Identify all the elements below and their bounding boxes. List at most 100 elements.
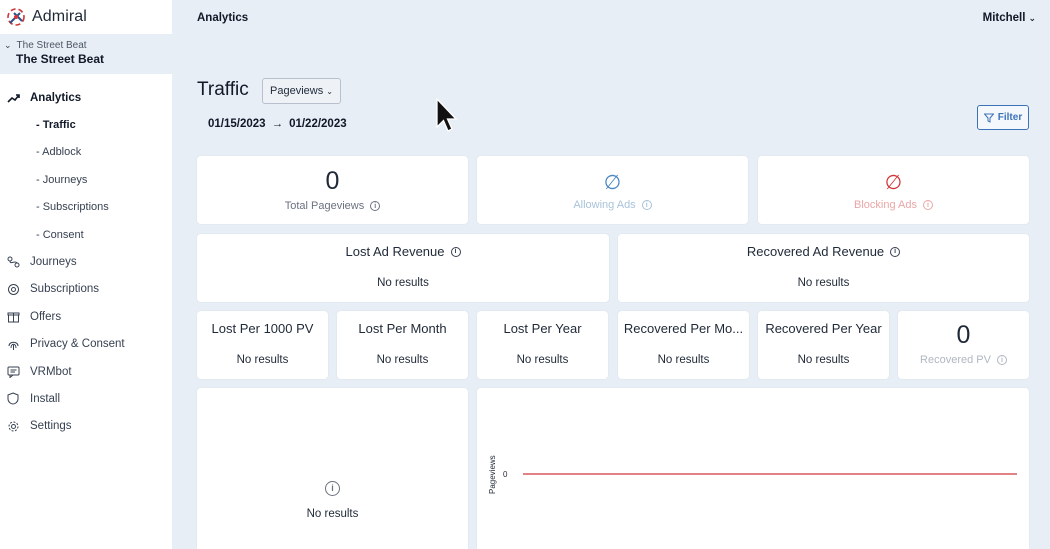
y-tick-label: 0 — [503, 470, 508, 479]
sidebar-item-label: Analytics — [30, 91, 82, 104]
gear-icon — [6, 419, 20, 433]
sidebar-item-label: Privacy & Consent — [30, 338, 125, 351]
date-start: 01/15/2023 — [208, 118, 266, 130]
allowing-ads-card: ∅ Allowing Ads i — [477, 156, 748, 224]
empty-panel-value: No results — [306, 508, 359, 520]
lost-per-year-card: Lost Per Year No results — [477, 311, 608, 379]
fingerprint-icon — [6, 337, 20, 351]
sidebar-item-label: Subscriptions — [30, 283, 100, 296]
sidebar-item-label: Journeys — [30, 256, 77, 269]
empty-panel: i No results — [197, 388, 468, 549]
gift-icon — [6, 310, 20, 324]
lost-per-month-value: No results — [376, 354, 429, 366]
pageviews-chart: Pageviews 0 — [488, 455, 1017, 494]
sidebar-nav: Analytics - Traffic - Adblock - Journeys… — [0, 84, 172, 440]
recovered-per-year-title: Recovered Per Year — [765, 321, 882, 336]
admiral-logo-icon — [7, 8, 25, 26]
sidebar-item-settings[interactable]: Settings — [0, 413, 172, 440]
recovered-per-month-value: No results — [657, 354, 710, 366]
sidebar-item-label: VRMbot — [30, 365, 72, 378]
empty-set-icon: ∅ — [603, 172, 622, 194]
recovered-pv-value: 0 — [956, 321, 971, 349]
metric-select[interactable]: Pageviews ⌄ — [262, 78, 341, 104]
pageviews-chart-card: Pageviews 0 — [477, 388, 1029, 549]
recovered-pv-card: 0 Recovered PV i — [898, 311, 1029, 379]
lost-ad-revenue-title: Lost Ad Revenue — [345, 244, 445, 259]
info-icon: i — [325, 481, 340, 496]
sidebar-item-label: Install — [30, 392, 61, 405]
sidebar-subitem-traffic[interactable]: - Traffic — [36, 119, 76, 132]
sidebar-subitem-consent[interactable]: - Consent — [36, 228, 84, 241]
blocking-ads-card: ∅ Blocking Ads i — [758, 156, 1029, 224]
recovered-pv-label: Recovered PV — [920, 354, 991, 366]
blocking-ads-label: Blocking Ads — [854, 199, 917, 211]
empty-set-icon: ∅ — [884, 172, 903, 194]
recovered-ad-revenue-title: Recovered Ad Revenue — [746, 244, 885, 259]
date-end: 01/22/2023 — [289, 118, 347, 130]
lost-per-1000-title: Lost Per 1000 PV — [211, 321, 314, 336]
shield-icon — [6, 392, 20, 406]
info-icon[interactable]: i — [890, 246, 901, 257]
brand-name: Admiral — [32, 8, 87, 25]
date-range[interactable]: 01/15/2023 → 01/22/2023 — [208, 118, 347, 130]
recovered-ad-revenue-card: Recovered Ad Revenue i No results — [618, 234, 1029, 302]
info-icon[interactable]: i — [450, 246, 461, 257]
sidebar-item-label: Settings — [30, 420, 72, 433]
recovered-per-month-card: Recovered Per Mo... No results — [618, 311, 749, 379]
user-menu[interactable]: Mitchell ⌄ — [983, 12, 1036, 24]
lost-per-1000-card: Lost Per 1000 PV No results — [197, 311, 328, 379]
sidebar: Admiral ⌄ The Street Beat The Street Bea… — [0, 0, 172, 549]
sidebar-item-label: Offers — [30, 310, 62, 323]
total-pageviews-card: 0 Total Pageviews i — [197, 156, 468, 224]
trend-up-icon — [6, 91, 20, 105]
sidebar-item-subscriptions[interactable]: Subscriptions — [0, 276, 172, 303]
site-sub-label: The Street Beat — [16, 40, 87, 51]
recovered-per-year-value: No results — [797, 354, 850, 366]
lost-ad-revenue-card: Lost Ad Revenue i No results — [197, 234, 609, 302]
info-icon[interactable]: i — [996, 355, 1007, 365]
lost-per-month-card: Lost Per Month No results — [337, 311, 468, 379]
filter-icon — [983, 113, 994, 123]
sidebar-item-install[interactable]: Install — [0, 385, 172, 412]
info-icon[interactable]: i — [922, 200, 933, 210]
user-name: Mitchell — [982, 12, 1026, 24]
y-axis-label: Pageviews — [488, 455, 497, 494]
chevron-down-icon: ⌄ — [326, 86, 333, 96]
recovered-per-year-card: Recovered Per Year No results — [758, 311, 889, 379]
sidebar-item-offers[interactable]: Offers — [0, 303, 172, 330]
chat-icon — [6, 365, 20, 379]
info-icon[interactable]: i — [641, 200, 652, 210]
site-switcher[interactable]: ⌄ The Street Beat The Street Beat — [0, 34, 172, 74]
subscriptions-icon — [6, 282, 20, 296]
total-pageviews-label: Total Pageviews — [284, 200, 365, 212]
site-name: The Street Beat — [16, 52, 105, 66]
header-title: Analytics — [197, 12, 249, 24]
page-title: Traffic — [197, 79, 249, 100]
sidebar-item-journeys[interactable]: Journeys — [0, 248, 172, 275]
metric-select-value: Pageviews — [270, 85, 324, 97]
lost-ad-revenue-value: No results — [377, 277, 429, 289]
chevron-down-icon: ⌄ — [4, 40, 12, 50]
filter-label: Filter — [997, 112, 1023, 123]
sidebar-subitem-subscriptions[interactable]: - Subscriptions — [36, 201, 109, 214]
sidebar-item-privacy-consent[interactable]: Privacy & Consent — [0, 331, 172, 358]
sidebar-subitem-journeys[interactable]: - Journeys — [36, 173, 88, 186]
chevron-down-icon: ⌄ — [1028, 12, 1036, 23]
sidebar-item-vrmbot[interactable]: VRMbot — [0, 358, 172, 385]
filter-button[interactable]: Filter — [977, 105, 1029, 130]
recovered-per-month-title: Recovered Per Mo... — [623, 321, 744, 336]
lost-per-1000-value: No results — [236, 354, 289, 366]
total-pageviews-value: 0 — [325, 167, 340, 195]
lost-per-year-value: No results — [516, 354, 569, 366]
recovered-ad-revenue-value: No results — [797, 277, 850, 289]
arrow-right-icon: → — [271, 118, 284, 130]
brand[interactable]: Admiral — [0, 0, 172, 34]
allowing-ads-label: Allowing Ads — [573, 199, 636, 211]
sidebar-subitem-adblock[interactable]: - Adblock — [36, 146, 82, 159]
lost-per-month-title: Lost Per Month — [358, 321, 447, 336]
lost-per-year-title: Lost Per Year — [503, 321, 582, 336]
journeys-icon — [6, 255, 20, 269]
sidebar-item-analytics[interactable]: Analytics — [0, 84, 172, 111]
mouse-cursor-icon — [436, 98, 458, 132]
info-icon[interactable]: i — [370, 201, 381, 211]
